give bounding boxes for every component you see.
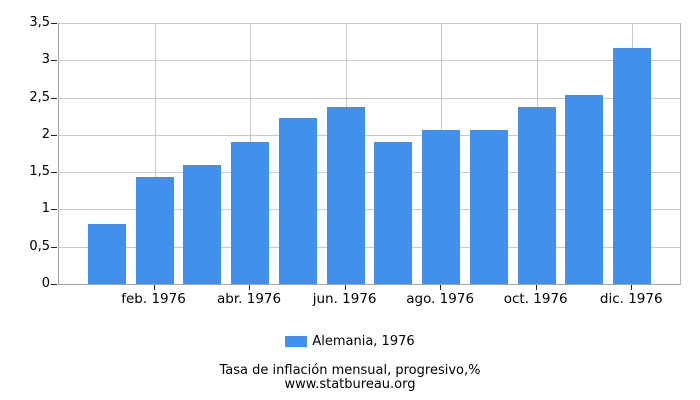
y-axis-label: 3,5	[29, 15, 50, 30]
y-gridline	[59, 246, 680, 248]
y-gridline	[59, 60, 680, 62]
y-axis-tick	[51, 97, 57, 99]
x-gridline	[154, 23, 156, 284]
y-axis-tick	[51, 172, 57, 174]
x-axis-tick	[440, 285, 442, 290]
x-axis-tick	[153, 285, 155, 290]
x-axis-tick	[631, 285, 633, 290]
y-gridline	[59, 23, 680, 24]
x-axis-label: feb. 1976	[121, 291, 186, 307]
chart-bar-month-12	[613, 47, 652, 284]
y-axis-tick	[51, 209, 57, 211]
y-axis-tick	[51, 134, 57, 136]
y-axis-tick	[51, 23, 57, 24]
chart-bar-month-11	[565, 94, 604, 284]
chart-source-url: www.statbureau.org	[284, 377, 416, 392]
legend-color-swatch	[285, 336, 308, 347]
y-gridline	[59, 172, 680, 174]
chart-bar-month-1	[87, 224, 126, 284]
x-axis-label: jun. 1976	[312, 291, 377, 307]
y-axis-label: 1	[41, 201, 50, 217]
x-axis-label: ago. 1976	[406, 291, 475, 307]
chart-bar-month-8	[422, 130, 461, 284]
chart-bar-month-3	[183, 165, 222, 284]
chart-bar-month-2	[135, 177, 174, 284]
chart-bar-month-5	[278, 118, 317, 284]
chart-bar-month-9	[469, 130, 508, 284]
y-axis-tick	[51, 60, 57, 62]
legend-label: Alemania, 1976	[312, 334, 415, 349]
chart-legend: Alemania, 1976	[0, 334, 700, 349]
x-axis-label: oct. 1976	[503, 291, 568, 307]
y-axis-label: 1,5	[29, 164, 50, 180]
chart-footer: Tasa de inflación mensual, progresivo,% …	[0, 364, 700, 392]
y-axis-label: 0	[41, 276, 50, 291]
chart-bar-month-6	[326, 106, 365, 284]
x-axis-tick	[249, 285, 251, 290]
plot-area	[58, 23, 681, 285]
y-axis-label: 0,5	[29, 238, 50, 254]
y-gridline	[59, 209, 680, 211]
y-axis-tick	[51, 246, 57, 248]
x-axis-tick	[344, 285, 346, 290]
y-axis-label: 2,5	[29, 89, 50, 105]
chart-bar-month-4	[231, 142, 270, 284]
y-axis-tick	[51, 284, 57, 285]
x-axis-label: dic. 1976	[599, 291, 663, 307]
x-axis-tick	[535, 285, 537, 290]
y-axis-label: 3	[41, 52, 50, 68]
y-axis-label: 2	[41, 126, 50, 142]
chart-bar-month-7	[374, 142, 413, 284]
y-gridline	[59, 134, 680, 136]
x-axis-label: abr. 1976	[217, 291, 282, 307]
chart-bar-month-10	[517, 106, 556, 284]
y-gridline	[59, 97, 680, 99]
chart-title: Tasa de inflación mensual, progresivo,%	[219, 363, 481, 378]
